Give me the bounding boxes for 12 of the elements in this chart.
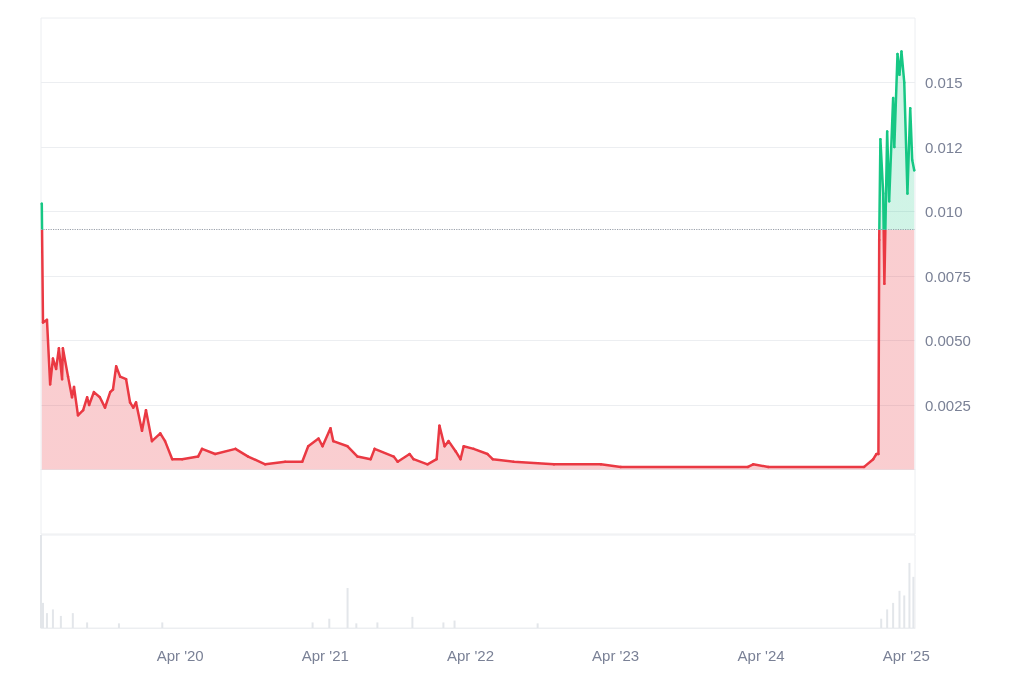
x-tick-label: Apr '25 xyxy=(882,647,930,664)
x-tick-label: Apr '22 xyxy=(446,647,494,664)
x-tick-label: Apr '20 xyxy=(156,647,204,664)
y-tick-label: 0.015 xyxy=(925,74,963,91)
y-tick-label: 0.0075 xyxy=(925,267,971,285)
y-tick-label: 0.0050 xyxy=(925,332,971,349)
y-tick-label: 0.012 xyxy=(925,138,963,156)
y-tick-label: 0.0025 xyxy=(925,396,971,414)
x-tick-label: Apr '24 xyxy=(737,647,785,664)
x-tick-label: Apr '21 xyxy=(301,647,349,664)
x-tick-label: Apr '23 xyxy=(592,647,640,664)
y-tick-label: 0.010 xyxy=(925,203,963,220)
